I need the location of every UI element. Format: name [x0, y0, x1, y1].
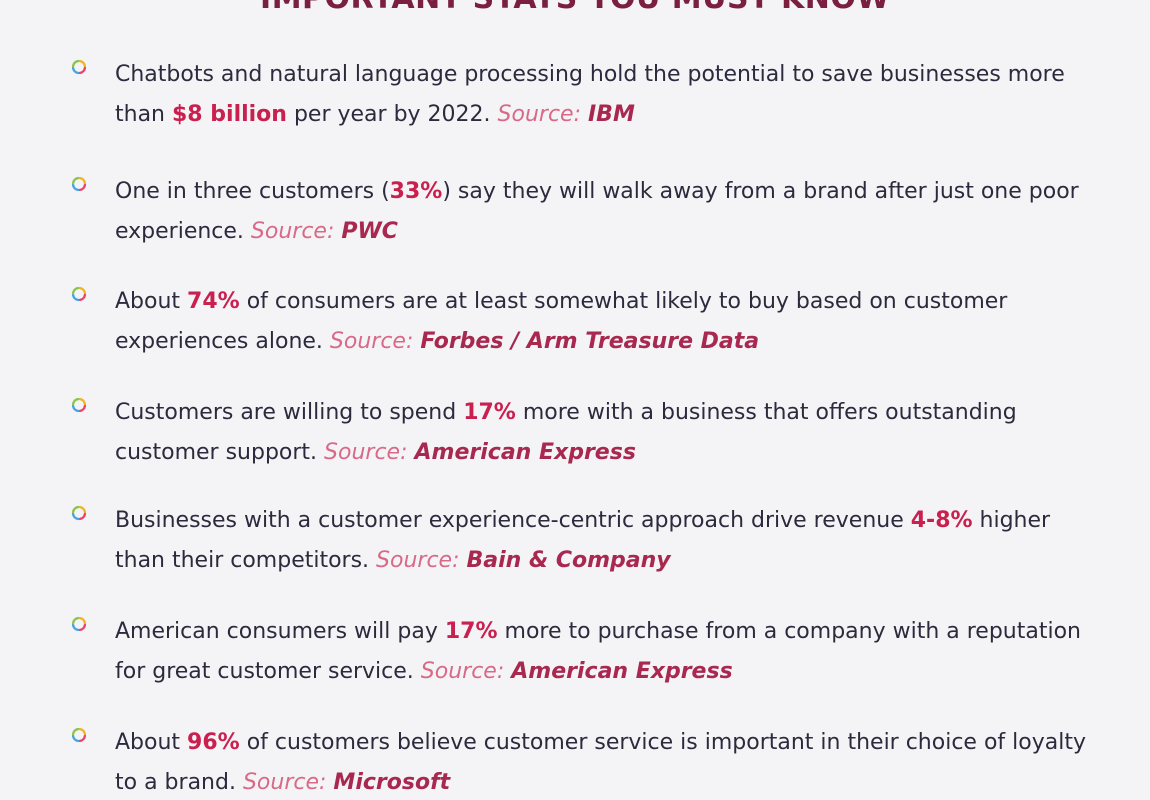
stat-item: About 96% of customers believe customer …	[0, 723, 1150, 800]
stat-highlight: 74%	[187, 289, 240, 314]
source-name: Bain & Company	[466, 548, 671, 573]
ring-segment	[78, 176, 87, 185]
ring-segment	[78, 66, 87, 75]
ring-segment	[71, 727, 80, 736]
ring-segment-icon	[71, 397, 87, 413]
ring-segment	[78, 623, 87, 632]
stat-highlight: 17%	[463, 400, 516, 425]
stat-highlight: $8 billion	[172, 102, 287, 127]
ring-segment	[71, 66, 80, 75]
stat-highlight: 17%	[444, 619, 498, 644]
ring-segment	[78, 293, 87, 302]
ring-segment	[78, 397, 87, 406]
ring-segment	[71, 512, 80, 521]
ring-segment	[78, 183, 87, 192]
ring-segment	[71, 293, 80, 302]
ring-segment-icon	[71, 176, 87, 192]
source-name: IBM	[588, 102, 635, 127]
ring-segment	[78, 616, 87, 625]
ring-segment	[71, 404, 80, 413]
ring-segment	[71, 183, 80, 192]
source-name: American Express	[414, 440, 636, 465]
ring-segment	[71, 176, 80, 185]
stat-text: Chatbots and natural language processing…	[115, 62, 1065, 127]
ring-segment-icon	[71, 286, 87, 302]
stat-item: One in three customers (33%) say they wi…	[0, 172, 1150, 262]
ring-segment	[71, 734, 80, 743]
stat-item: Businesses with a customer experience-ce…	[0, 501, 1150, 591]
source-name: Forbes / Arm Treasure Data	[420, 329, 760, 354]
ring-segment	[78, 512, 87, 521]
ring-segment	[78, 404, 87, 413]
source-label: Source:	[376, 548, 460, 573]
ring-segment	[71, 623, 80, 632]
stat-item: Customers are willing to spend 17% more …	[0, 393, 1150, 483]
ring-segment	[71, 286, 80, 295]
source-label: Source:	[497, 102, 581, 127]
ring-segment	[78, 59, 87, 68]
stat-text: Businesses with a customer experience-ce…	[115, 508, 1051, 573]
ring-segment-icon	[71, 727, 87, 743]
page-title: IMPORTANT STATS YOU MUST KNOW	[0, 0, 1150, 16]
ring-segment	[71, 505, 80, 514]
ring-segment	[71, 59, 80, 68]
stat-highlight: 33%	[389, 179, 443, 204]
ring-segment	[71, 616, 80, 625]
source-name: American Express	[511, 659, 733, 684]
stat-item: Chatbots and natural language processing…	[0, 55, 1150, 145]
stat-item: About 74% of consumers are at least some…	[0, 282, 1150, 372]
source-name: Microsoft	[333, 770, 451, 795]
source-label: Source:	[420, 659, 505, 684]
stat-text: About 74% of consumers are at least some…	[115, 289, 1008, 354]
ring-segment	[78, 286, 87, 295]
ring-segment	[71, 397, 80, 406]
stat-text: About 96% of customers believe customer …	[115, 730, 1086, 795]
ring-segment	[78, 727, 87, 736]
source-name: PWC	[341, 219, 398, 244]
source-label: Source:	[242, 770, 327, 795]
stat-highlight: 96%	[187, 730, 240, 755]
stat-text: American consumers will pay 17% more to …	[115, 619, 1081, 684]
stat-item: American consumers will pay 17% more to …	[0, 612, 1150, 702]
ring-segment	[78, 505, 87, 514]
ring-segment	[78, 734, 87, 743]
source-label: Source:	[324, 440, 408, 465]
ring-segment-icon	[71, 59, 87, 75]
stat-text: Customers are willing to spend 17% more …	[115, 400, 1017, 465]
stat-text: One in three customers (33%) say they wi…	[115, 179, 1079, 244]
source-label: Source:	[329, 329, 414, 354]
source-label: Source:	[250, 219, 335, 244]
stat-highlight: 4-8%	[910, 508, 973, 533]
ring-segment-icon	[71, 505, 87, 521]
ring-segment-icon	[71, 616, 87, 632]
